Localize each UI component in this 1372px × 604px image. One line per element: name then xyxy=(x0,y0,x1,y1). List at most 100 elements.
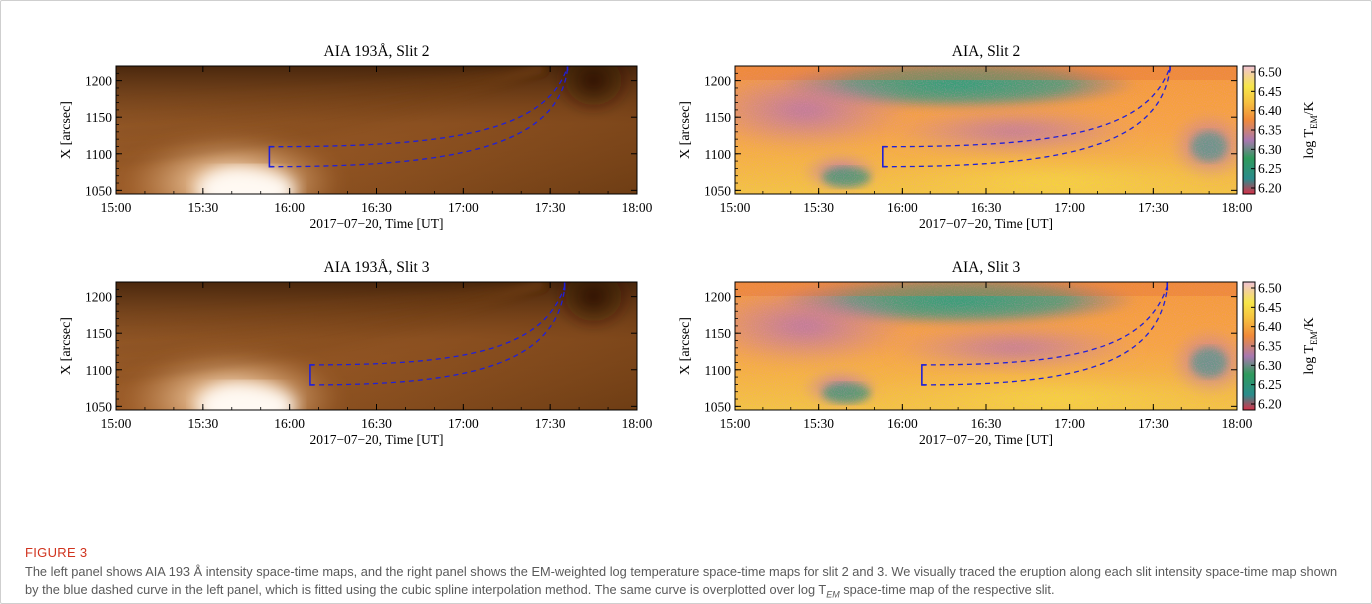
x-tick-label: 15:30 xyxy=(187,416,218,431)
x-tick-label: 17:30 xyxy=(535,200,566,215)
y-tick-label: 1200 xyxy=(85,74,112,89)
figure-label: FIGURE 3 xyxy=(25,545,88,560)
colorbar-label-main: log T xyxy=(1302,344,1317,374)
x-tick-label: 17:30 xyxy=(535,416,566,431)
colorbar-label-sub: EM xyxy=(1309,115,1319,129)
colorbar-tick-label: 6.35 xyxy=(1258,123,1282,138)
x-tick-label: 16:00 xyxy=(274,416,305,431)
colorbar-tick-label: 6.30 xyxy=(1258,358,1282,373)
colorbar-tick-label: 6.50 xyxy=(1258,281,1282,296)
heatmap-image xyxy=(116,66,637,194)
x-tick-label: 17:00 xyxy=(1054,416,1085,431)
y-axis-label: X [arcsec] xyxy=(678,317,693,375)
x-tick-label: 15:00 xyxy=(720,416,751,431)
heatmap-image xyxy=(735,66,1237,194)
y-axis-label: X [arcsec] xyxy=(59,317,74,375)
x-axis-label: 2017−07−20, Time [UT] xyxy=(919,216,1053,231)
trace-start-bracket xyxy=(882,145,887,168)
panel-title: AIA 193Å, Slit 3 xyxy=(324,259,430,276)
panel-3: 15:00 15:30 16:00 16:30 17:00 17:30 18:00 1200 1… xyxy=(59,259,653,447)
colorbar-tick-label: 6.45 xyxy=(1258,84,1282,99)
x-tick-label: 16:30 xyxy=(971,416,1002,431)
y-tick-label: 1200 xyxy=(85,290,112,305)
y-tick-label: 1050 xyxy=(85,399,112,414)
trace-lower-curve xyxy=(882,68,1171,168)
y-tick-label: 1100 xyxy=(86,363,113,378)
y-tick-label: 1050 xyxy=(704,183,731,198)
colorbar-label: log TEM/K xyxy=(1302,101,1319,158)
x-tick-label: 17:00 xyxy=(1054,200,1085,215)
heatmap-image xyxy=(735,282,1237,410)
colorbar-label: log TEM/K xyxy=(1302,317,1319,374)
trace-start-bracket xyxy=(268,145,274,168)
x-tick-label: 18:00 xyxy=(1222,416,1253,431)
y-tick-label: 1150 xyxy=(86,110,113,125)
colorbar-tick-label: 6.25 xyxy=(1258,377,1282,392)
y-tick-label: 1100 xyxy=(705,363,732,378)
caption-text-end: space-time map of the respective slit. xyxy=(839,582,1055,597)
colorbar-tick-label: 6.25 xyxy=(1258,161,1282,176)
x-tick-label: 16:30 xyxy=(361,200,392,215)
colorbar-tick-label: 6.20 xyxy=(1258,397,1282,412)
panel-2: 15:00 15:30 16:00 16:30 17:00 17:30 18:00 1200 1… xyxy=(678,43,1319,231)
x-tick-label: 15:30 xyxy=(803,200,834,215)
x-axis-label: 2017−07−20, Time [UT] xyxy=(309,216,443,231)
y-tick-label: 1200 xyxy=(704,290,731,305)
trace-upper-curve xyxy=(309,286,566,366)
trace-start-bracket xyxy=(921,364,926,386)
x-tick-label: 16:30 xyxy=(361,416,392,431)
trace-start-bracket xyxy=(309,364,314,386)
x-tick-label: 15:00 xyxy=(101,416,132,431)
panel-1: 15:00 15:30 16:00 16:30 17:00 17:30 18:00 1200 1… xyxy=(59,43,653,231)
colorbar-tick-label: 6.45 xyxy=(1258,300,1282,315)
panel-title: AIA, Slit 3 xyxy=(952,259,1021,276)
y-tick-label: 1150 xyxy=(86,326,113,341)
x-tick-label: 18:00 xyxy=(622,416,653,431)
x-tick-label: 17:00 xyxy=(448,200,479,215)
colorbar-tick-label: 6.20 xyxy=(1258,181,1282,196)
panel-title: AIA 193Å, Slit 2 xyxy=(324,43,430,60)
x-tick-label: 16:00 xyxy=(887,416,918,431)
panel-4: 15:00 15:30 16:00 16:30 17:00 17:30 18:00 1200 1… xyxy=(678,259,1319,447)
x-tick-label: 15:30 xyxy=(803,416,834,431)
panel-title: AIA, Slit 2 xyxy=(952,43,1020,60)
colorbar-label-main: log T xyxy=(1302,128,1317,158)
figure-svg: 15:00 15:30 16:00 16:30 17:00 17:30 18:00 1200 1… xyxy=(59,43,1319,447)
trace-upper-curve xyxy=(269,66,569,148)
colorbar-label-unit: /K xyxy=(1302,101,1317,115)
figure-caption: The left panel shows AIA 193 Å intensity… xyxy=(25,563,1350,604)
y-tick-label: 1050 xyxy=(704,399,731,414)
colorbar: 6.50 6.45 6.40 6.35 6.30 6.25 6.20 log TEM/K xyxy=(1242,65,1319,196)
x-tick-label: 16:30 xyxy=(971,200,1002,215)
y-axis-label: X [arcsec] xyxy=(59,101,74,159)
x-tick-label: 16:00 xyxy=(887,200,918,215)
y-tick-label: 1150 xyxy=(705,110,732,125)
caption-text: The left panel shows AIA 193 Å intensity… xyxy=(25,564,1338,597)
x-tick-label: 16:00 xyxy=(274,200,305,215)
heatmap-image xyxy=(116,282,637,410)
colorbar-tick-label: 6.35 xyxy=(1258,339,1282,354)
y-tick-label: 1200 xyxy=(704,74,731,89)
trace-lower-curve xyxy=(269,68,569,168)
colorbar: 6.50 6.45 6.40 6.35 6.30 6.25 6.20 log TEM/K xyxy=(1242,281,1319,412)
colorbar-tick-label: 6.40 xyxy=(1258,103,1282,118)
x-tick-label: 17:00 xyxy=(448,416,479,431)
colorbar-tick-label: 6.30 xyxy=(1258,142,1282,157)
colorbar-tick-label: 6.50 xyxy=(1258,65,1282,80)
x-tick-label: 18:00 xyxy=(622,200,653,215)
colorbar-label-unit: /K xyxy=(1302,317,1317,331)
caption-subscript: EM xyxy=(826,589,840,600)
x-axis-label: 2017−07−20, Time [UT] xyxy=(309,432,443,447)
y-tick-label: 1150 xyxy=(705,326,732,341)
x-tick-label: 15:00 xyxy=(720,200,751,215)
x-axis-label: 2017−07−20, Time [UT] xyxy=(919,432,1053,447)
trace-lower-curve xyxy=(309,288,566,386)
y-tick-label: 1100 xyxy=(86,147,113,162)
y-axis-label: X [arcsec] xyxy=(678,101,693,159)
y-tick-label: 1100 xyxy=(705,147,732,162)
y-tick-label: 1050 xyxy=(85,183,112,198)
x-tick-label: 15:00 xyxy=(101,200,132,215)
x-tick-label: 15:30 xyxy=(187,200,218,215)
x-tick-label: 17:30 xyxy=(1138,200,1169,215)
colorbar-tick-label: 6.40 xyxy=(1258,319,1282,334)
